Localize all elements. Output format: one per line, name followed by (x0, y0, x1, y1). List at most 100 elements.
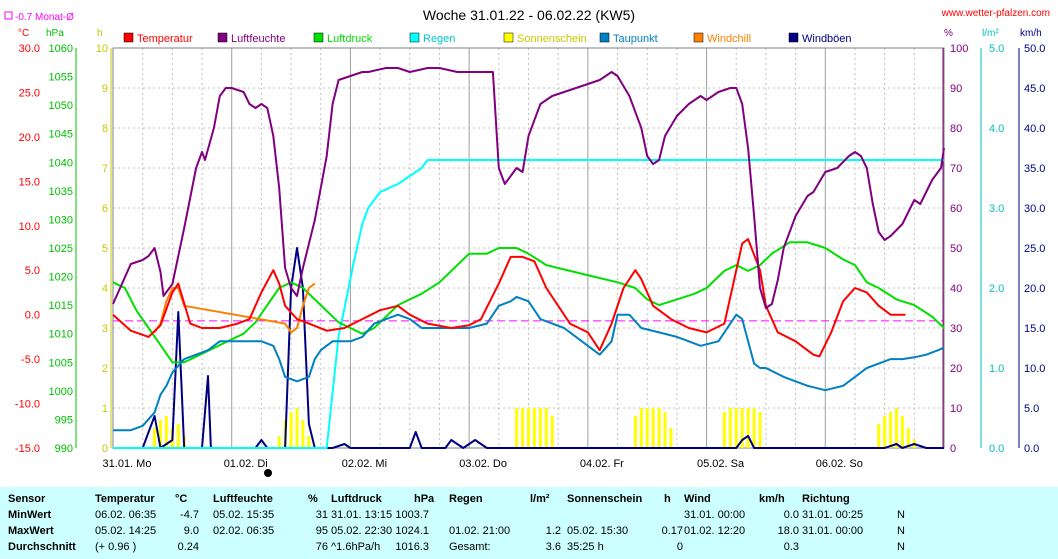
hum-tick-label: 80 (950, 123, 962, 135)
stats-header-wind_u: km/h (759, 493, 785, 505)
site-link[interactable]: www.wetter-pfalzen.com (941, 8, 1050, 19)
sunshine-bar (734, 408, 738, 448)
legend-item: Windchill (693, 32, 751, 45)
series-regen (113, 159, 944, 449)
sun-tick-label: 8 (102, 123, 108, 135)
sun-tick-label: 7 (102, 163, 108, 175)
temp-tick-label: 20.0 (19, 132, 40, 144)
temp-tick-label: -15.0 (15, 443, 40, 455)
press-tick-label: 1025 (49, 243, 73, 255)
stats-cell: 3.6 (545, 541, 561, 553)
legend-item: Sonnenschein (503, 32, 587, 45)
sunshine-bar (295, 408, 299, 448)
unit-hum: % (944, 28, 953, 39)
stats-cell: 05.02. 15:35 (213, 509, 275, 521)
stats-cell: 02.02. 06:35 (213, 525, 275, 537)
stats-cell: 31.01. 00:25 (802, 509, 864, 521)
stats-header-press_u: hPa (414, 493, 435, 505)
sun-tick-label: 3 (102, 323, 108, 335)
stats-cell: 0.24 (177, 541, 199, 553)
series-luftfeuchte (112, 67, 945, 309)
day-label: 04.02. Fr (580, 458, 624, 470)
legend-item: Luftfeuchte (217, 32, 285, 45)
sun-tick-label: 5 (102, 243, 108, 255)
legend-swatch (788, 32, 799, 43)
press-tick-label: 1020 (49, 272, 73, 284)
rain-tick-label: 1.0 (989, 363, 1004, 375)
unit-wind: km/h (1020, 28, 1042, 39)
press-tick-label: 1015 (49, 300, 73, 312)
sunshine-bar (550, 416, 554, 448)
sunshine-bars (153, 408, 916, 448)
hum-tick-label: 50 (950, 243, 962, 255)
press-tick-label: 1030 (49, 214, 73, 226)
stats-table: Sensor Temperatur °C Luftfeuchte% Luftdruck h… (0, 487, 1058, 559)
sunshine-bar (657, 408, 661, 448)
legend-item: Luftdruck (313, 32, 373, 45)
legend-swatch (217, 32, 228, 43)
press-tick-label: 1055 (49, 72, 73, 84)
sunshine-bar (722, 412, 726, 448)
current-day-marker-icon (264, 469, 272, 477)
sunshine-bar (651, 408, 655, 448)
temp-tick-label: 30.0 (19, 43, 40, 55)
legend-label: Luftdruck (327, 33, 373, 45)
sunshine-bar (900, 416, 904, 448)
sunshine-bar (289, 412, 293, 448)
stats-cell: 31.01. 00:00 (802, 525, 864, 537)
temp-tick-label: 5.0 (25, 265, 40, 277)
stats-row-label: Durchschnitt (8, 541, 76, 553)
monat-label: -0.7 Monat-Ø (15, 12, 74, 23)
sunshine-bar (538, 408, 542, 448)
stats-cell: 0.3 (783, 541, 799, 553)
sunshine-bar (758, 412, 762, 448)
series-lines (112, 67, 945, 449)
rain-tick-label: 3.0 (989, 203, 1004, 215)
legend-label: Taupunkt (613, 33, 658, 45)
legend-swatch (313, 32, 324, 43)
legend-label: Regen (423, 33, 455, 45)
sun-tick-label: 10 (96, 43, 108, 55)
stats-cell: N (897, 509, 905, 521)
temp-tick-label: 0.0 (25, 310, 40, 322)
chart-title: Woche 31.01.22 - 06.02.22 (KW5) (423, 7, 635, 23)
sunshine-bar (740, 408, 744, 448)
monat-marker-icon (4, 11, 13, 20)
press-tick-label: 1040 (49, 157, 73, 169)
sunshine-bar (307, 436, 311, 448)
hum-tick-label: 30 (950, 323, 962, 335)
stats-header-dir: Richtung (802, 493, 850, 505)
stats-cell: 0.0 (783, 509, 799, 521)
hum-tick-label: 40 (950, 283, 962, 295)
stats-cell: N (897, 541, 905, 553)
temp-tick-label: -10.0 (15, 399, 40, 411)
grid (112, 47, 945, 449)
sunshine-bar (906, 428, 910, 448)
stats-cell: 1.2 (545, 525, 561, 537)
press-tick-label: 995 (55, 414, 73, 426)
sunshine-bar (663, 412, 667, 448)
stats-cell: ^1.6hPa/h (331, 541, 381, 553)
stats-row-label: MaxWert (8, 525, 54, 537)
wind-tick-label: 25.0 (1024, 243, 1045, 255)
legend-label: Temperatur (137, 33, 193, 45)
sunshine-bar (877, 424, 881, 448)
sun-tick-label: 0 (102, 443, 108, 455)
legend-label: Windchill (707, 33, 751, 45)
legend-item: Regen (409, 32, 455, 45)
stats-cell: 9.0 (183, 525, 199, 537)
sunshine-bar (544, 408, 548, 448)
stats-row: MinWert 06.02. 06:35 -4.7 05.02. 15:35 31 31.… (0, 509, 1058, 525)
sunshine-bar (639, 408, 643, 448)
sunshine-bar (527, 408, 530, 448)
stats-cell: (+ 0.96 ) (95, 541, 137, 553)
stats-cell: -4.7 (180, 509, 199, 521)
legend-item: Temperatur (123, 32, 193, 45)
press-tick-label: 1060 (49, 43, 73, 55)
sunshine-bar (883, 416, 887, 448)
stats-cell: 95 (315, 525, 328, 537)
stats-cell: 31 (315, 509, 328, 521)
wind-tick-label: 10.0 (1024, 363, 1045, 375)
temp-tick-label: -5.0 (21, 354, 40, 366)
stats-header-sun: Sonnenschein (567, 493, 643, 505)
